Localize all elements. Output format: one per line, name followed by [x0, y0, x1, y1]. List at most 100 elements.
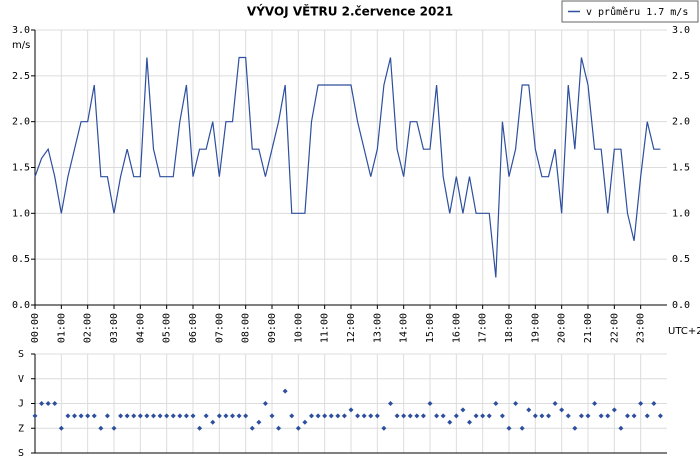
x-tick-label: 16:00: [451, 313, 462, 343]
point: [137, 413, 143, 419]
x-tick-label: 14:00: [399, 313, 410, 343]
point: [170, 413, 176, 419]
x-tick-label: 09:00: [267, 313, 278, 343]
y-tick-label: J: [18, 399, 24, 410]
point: [249, 425, 255, 431]
point: [78, 413, 84, 419]
point: [585, 413, 591, 419]
point: [572, 425, 578, 431]
point: [203, 413, 209, 419]
point: [598, 413, 604, 419]
point: [104, 413, 110, 419]
y-tick-label: 2.0: [672, 117, 690, 128]
point: [486, 413, 492, 419]
point: [467, 419, 472, 425]
point: [341, 413, 347, 419]
y-tick-label: 1.0: [12, 208, 30, 219]
point: [177, 413, 183, 419]
x-tick-label: 17:00: [478, 313, 489, 343]
point: [625, 413, 630, 419]
point: [552, 401, 558, 406]
point: [223, 413, 229, 419]
point: [302, 419, 308, 425]
point: [578, 413, 584, 419]
point: [546, 413, 551, 419]
point: [124, 413, 130, 419]
point: [605, 413, 611, 419]
point: [190, 413, 196, 419]
point: [183, 413, 189, 419]
y-tick-label: 1.5: [672, 163, 690, 174]
point: [506, 425, 512, 431]
point: [368, 413, 374, 419]
x-tick-label: 19:00: [530, 313, 541, 343]
point: [256, 419, 262, 425]
point: [72, 413, 77, 419]
point: [526, 407, 532, 413]
point: [157, 413, 163, 419]
point: [414, 413, 420, 419]
point: [39, 401, 45, 406]
point: [618, 425, 624, 431]
point: [58, 425, 64, 431]
x-tick-label: 02:00: [83, 313, 94, 343]
point: [131, 413, 137, 419]
chart-title: VÝVOJ VĚTRU 2.července 2021: [247, 4, 453, 19]
point: [532, 413, 538, 419]
x-axis-label: UTC+2: [668, 326, 700, 337]
point: [118, 413, 124, 419]
x-tick-label: 03:00: [109, 313, 120, 343]
point: [453, 413, 459, 419]
y-tick-label: 1.5: [12, 163, 30, 174]
point: [98, 425, 104, 431]
x-tick-label: 12:00: [346, 313, 357, 343]
point: [440, 413, 446, 419]
point: [289, 413, 295, 419]
point: [322, 413, 328, 419]
point: [394, 413, 400, 419]
x-tick-label: 01:00: [56, 313, 67, 343]
point: [262, 401, 268, 406]
x-tick-label: 18:00: [504, 313, 515, 343]
point: [91, 413, 97, 419]
y-tick-label: 0.0: [672, 300, 690, 311]
point: [513, 401, 519, 406]
y-tick-label: 2.5: [12, 71, 30, 82]
point: [45, 401, 51, 406]
x-tick-label: 15:00: [425, 313, 436, 343]
y-tick-label: 2.0: [12, 117, 30, 128]
point: [374, 413, 380, 419]
x-tick-label: 22:00: [609, 313, 620, 343]
point: [401, 413, 407, 419]
point: [355, 413, 361, 419]
point: [269, 413, 275, 419]
y-tick-label: 1.0: [672, 208, 690, 219]
point: [151, 413, 156, 419]
point: [638, 401, 644, 406]
point: [460, 407, 466, 413]
point: [381, 425, 387, 431]
point: [657, 413, 663, 419]
y-tick-label: 3.0: [12, 25, 30, 36]
y-tick-label: S: [18, 448, 24, 459]
point: [52, 401, 58, 406]
x-tick-label: 10:00: [293, 313, 304, 343]
x-tick-label: 07:00: [214, 313, 225, 343]
point: [276, 425, 282, 431]
point: [243, 413, 249, 419]
point: [473, 413, 479, 419]
point: [65, 413, 71, 419]
point: [407, 413, 413, 419]
point: [328, 413, 334, 419]
y-tick-label: 3.0: [672, 25, 690, 36]
x-tick-label: 20:00: [557, 313, 568, 343]
y-tick-label: V: [18, 374, 24, 385]
point: [434, 413, 440, 419]
legend-box: [561, 0, 699, 23]
point: [559, 407, 565, 413]
point: [282, 388, 288, 394]
x-tick-label: 05:00: [162, 313, 173, 343]
x-tick-label: 00:00: [30, 313, 41, 343]
point: [335, 413, 341, 419]
